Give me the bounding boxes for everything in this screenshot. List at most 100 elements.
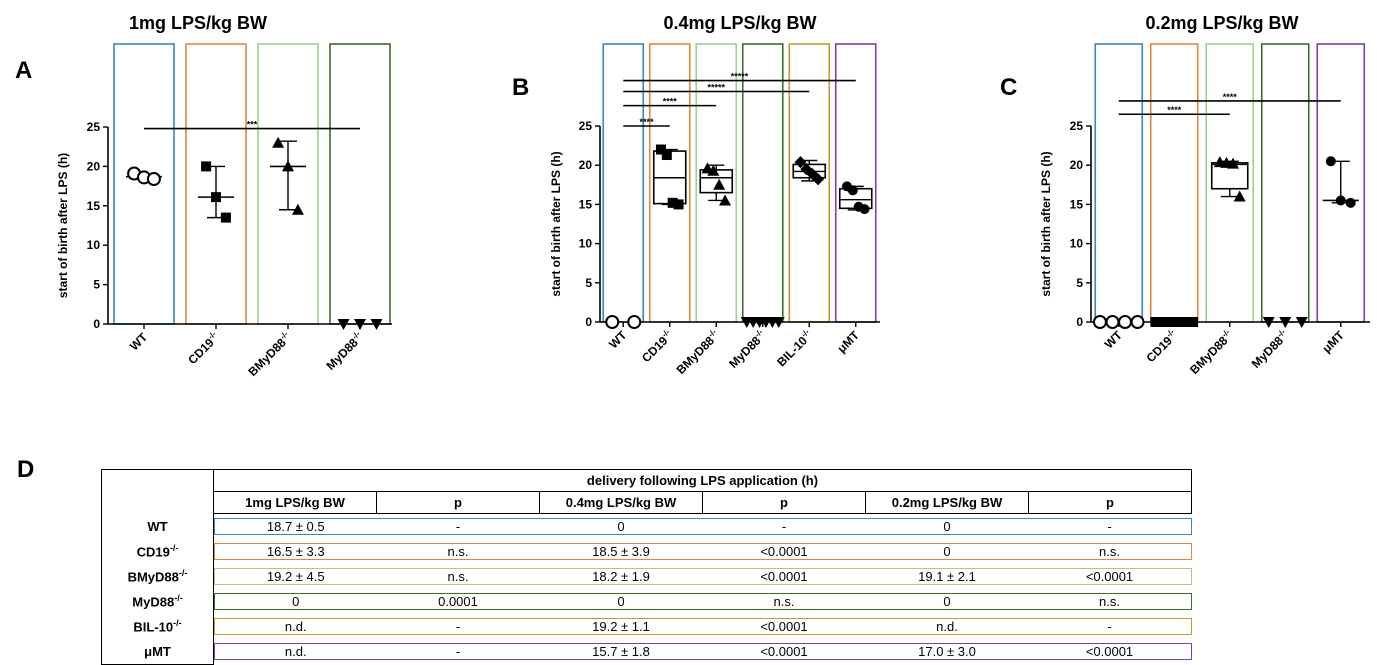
- data-point: [220, 212, 231, 223]
- x-tick-label-sup: -/-: [706, 327, 718, 339]
- table-column-header: 1mg LPS/kg BW: [213, 491, 377, 514]
- series-BMyD88: [1210, 156, 1249, 202]
- table-cell: 0: [865, 539, 1029, 564]
- data-point: [655, 144, 666, 155]
- table-cell-value: 0: [539, 593, 703, 610]
- series-BIL10: [792, 156, 827, 186]
- y-tick-label: 15: [1070, 197, 1084, 211]
- data-point: [1227, 157, 1240, 169]
- table-cell: n.s.: [702, 589, 866, 614]
- panel-letter: B: [512, 74, 529, 101]
- data-point: [370, 319, 383, 330]
- series-BMyD88: [699, 162, 734, 206]
- significance-label: ****: [639, 117, 654, 127]
- significance-label: ****: [663, 97, 678, 107]
- panel-c: C 0.2mg LPS/kg BW 0 5 10 15 20 25 start of birth…: [1000, 13, 1370, 377]
- y-tick-label: 15: [579, 197, 593, 211]
- x-tick-label: CD19-/-: [638, 327, 676, 365]
- table-cell-value: n.d.: [865, 618, 1029, 635]
- series-CD19: [198, 161, 234, 223]
- table-cell: <0.0001: [702, 614, 866, 639]
- y-tick-label: 20: [579, 158, 593, 172]
- table-cell: 19.1 ± 2.1: [865, 564, 1029, 589]
- data-point: [201, 161, 212, 172]
- table-cell: <0.0001: [702, 539, 866, 564]
- data-point: [272, 136, 285, 148]
- group-frame-uMT: [834, 43, 877, 323]
- series-BMyD88: [270, 136, 306, 215]
- table-corner-2: [101, 491, 214, 514]
- group-frame-MyD88: [1260, 43, 1310, 323]
- series-MyD88: [1262, 317, 1308, 328]
- row-label-text: BMyD88: [127, 569, 179, 585]
- group-frame-MyD88: [741, 43, 784, 323]
- table-cell: -: [376, 639, 540, 664]
- x-tick-label-sup: -/-: [1220, 327, 1232, 339]
- x-tick-label-base: μMT: [1320, 328, 1348, 356]
- row-label-sup: -/-: [169, 543, 179, 554]
- x-tick-label: WT: [1102, 328, 1126, 352]
- table-cell-value: 18.2 ± 1.9: [539, 568, 703, 585]
- data-point: [812, 173, 825, 186]
- table-cell: -: [1028, 614, 1192, 639]
- data-point: [337, 319, 350, 330]
- table-cell: 17.0 ± 3.0: [865, 639, 1029, 664]
- table-cell: 19.2 ± 4.5: [214, 564, 377, 589]
- table-row: BMyD88-/- 19.2 ± 4.5 n.s. 18.2 ± 1.9 <0.0001…: [101, 564, 1192, 589]
- chart-title: 0.4mg LPS/kg BW: [663, 13, 816, 33]
- row-label: CD19-/-: [101, 539, 214, 564]
- y-axis-title: start of birth after LPS (h): [549, 151, 563, 296]
- significance-label: ***: [247, 120, 258, 130]
- x-tick-label-sup: -/-: [350, 329, 362, 341]
- x-tick-label-base: WT: [127, 330, 151, 354]
- x-tick-label: BIL-10-/-: [773, 327, 815, 369]
- y-tick-label: 10: [1070, 237, 1084, 251]
- data-point: [291, 203, 304, 215]
- chart-title: 1mg LPS/kg BW: [129, 13, 267, 33]
- panel-d-letter: D: [17, 456, 35, 483]
- x-tick-label-sup: -/-: [278, 329, 290, 341]
- data-point: [1157, 317, 1168, 327]
- table-cell: n.s.: [376, 539, 540, 564]
- significance-label: ****: [1167, 105, 1182, 115]
- panel-a: A 1mg LPS/kg BW 0 5 10 15 20 25 start of birth a…: [15, 13, 392, 379]
- row-label-sup: -/-: [174, 593, 183, 604]
- group-frame-WT: [1094, 43, 1144, 323]
- table-cell-value: 0: [865, 518, 1029, 535]
- table-cell-value: n.s.: [1028, 593, 1192, 610]
- series-MyD88: [337, 319, 383, 330]
- series-WT: [1092, 315, 1145, 329]
- table-cell-value: <0.0001: [702, 618, 866, 635]
- data-point: [1180, 317, 1191, 327]
- table-cell-value: n.s.: [702, 593, 866, 610]
- table-cell-value: n.s.: [1028, 543, 1192, 560]
- x-tick-label-sup: -/-: [660, 327, 672, 339]
- table-cell: -: [376, 614, 540, 639]
- table-cell-value: 0: [214, 593, 377, 610]
- row-label: BMyD88-/-: [101, 564, 214, 589]
- y-tick-label: 5: [93, 278, 100, 292]
- data-point: [605, 315, 620, 329]
- table-cell-value: 17.0 ± 3.0: [865, 643, 1029, 660]
- y-tick-label: 25: [1070, 119, 1084, 133]
- data-point: [673, 199, 684, 210]
- data-point: [1092, 315, 1107, 329]
- table-cell-value: -: [1028, 518, 1192, 535]
- row-label: μMT: [101, 639, 214, 665]
- table-row: BIL-10-/- n.d. -19.2 ± 1.1 <0.0001 n.d. -: [101, 614, 1192, 639]
- y-tick-label: 5: [585, 276, 592, 290]
- table-body: WT 18.7 ± 0.5-0-0- CD19-/- 16.5 ± 3.3 n.s. 18…: [101, 513, 1192, 665]
- x-tick-label: μMT: [1320, 328, 1348, 356]
- data-point: [1295, 317, 1308, 328]
- series-CD19: [1150, 317, 1199, 327]
- y-tick-label: 25: [579, 119, 593, 133]
- row-label-text: MyD88: [132, 594, 175, 610]
- table-column-header: p: [376, 491, 540, 514]
- table-cell: n.d.: [214, 639, 377, 664]
- x-tick-label-base: BMyD88: [245, 335, 289, 379]
- series-WT: [126, 166, 162, 187]
- table-cell-value: n.d.: [214, 643, 377, 660]
- y-tick-label: 10: [87, 238, 101, 252]
- table-cell-value: n.s.: [376, 543, 540, 560]
- y-tick-label: 20: [1070, 158, 1084, 172]
